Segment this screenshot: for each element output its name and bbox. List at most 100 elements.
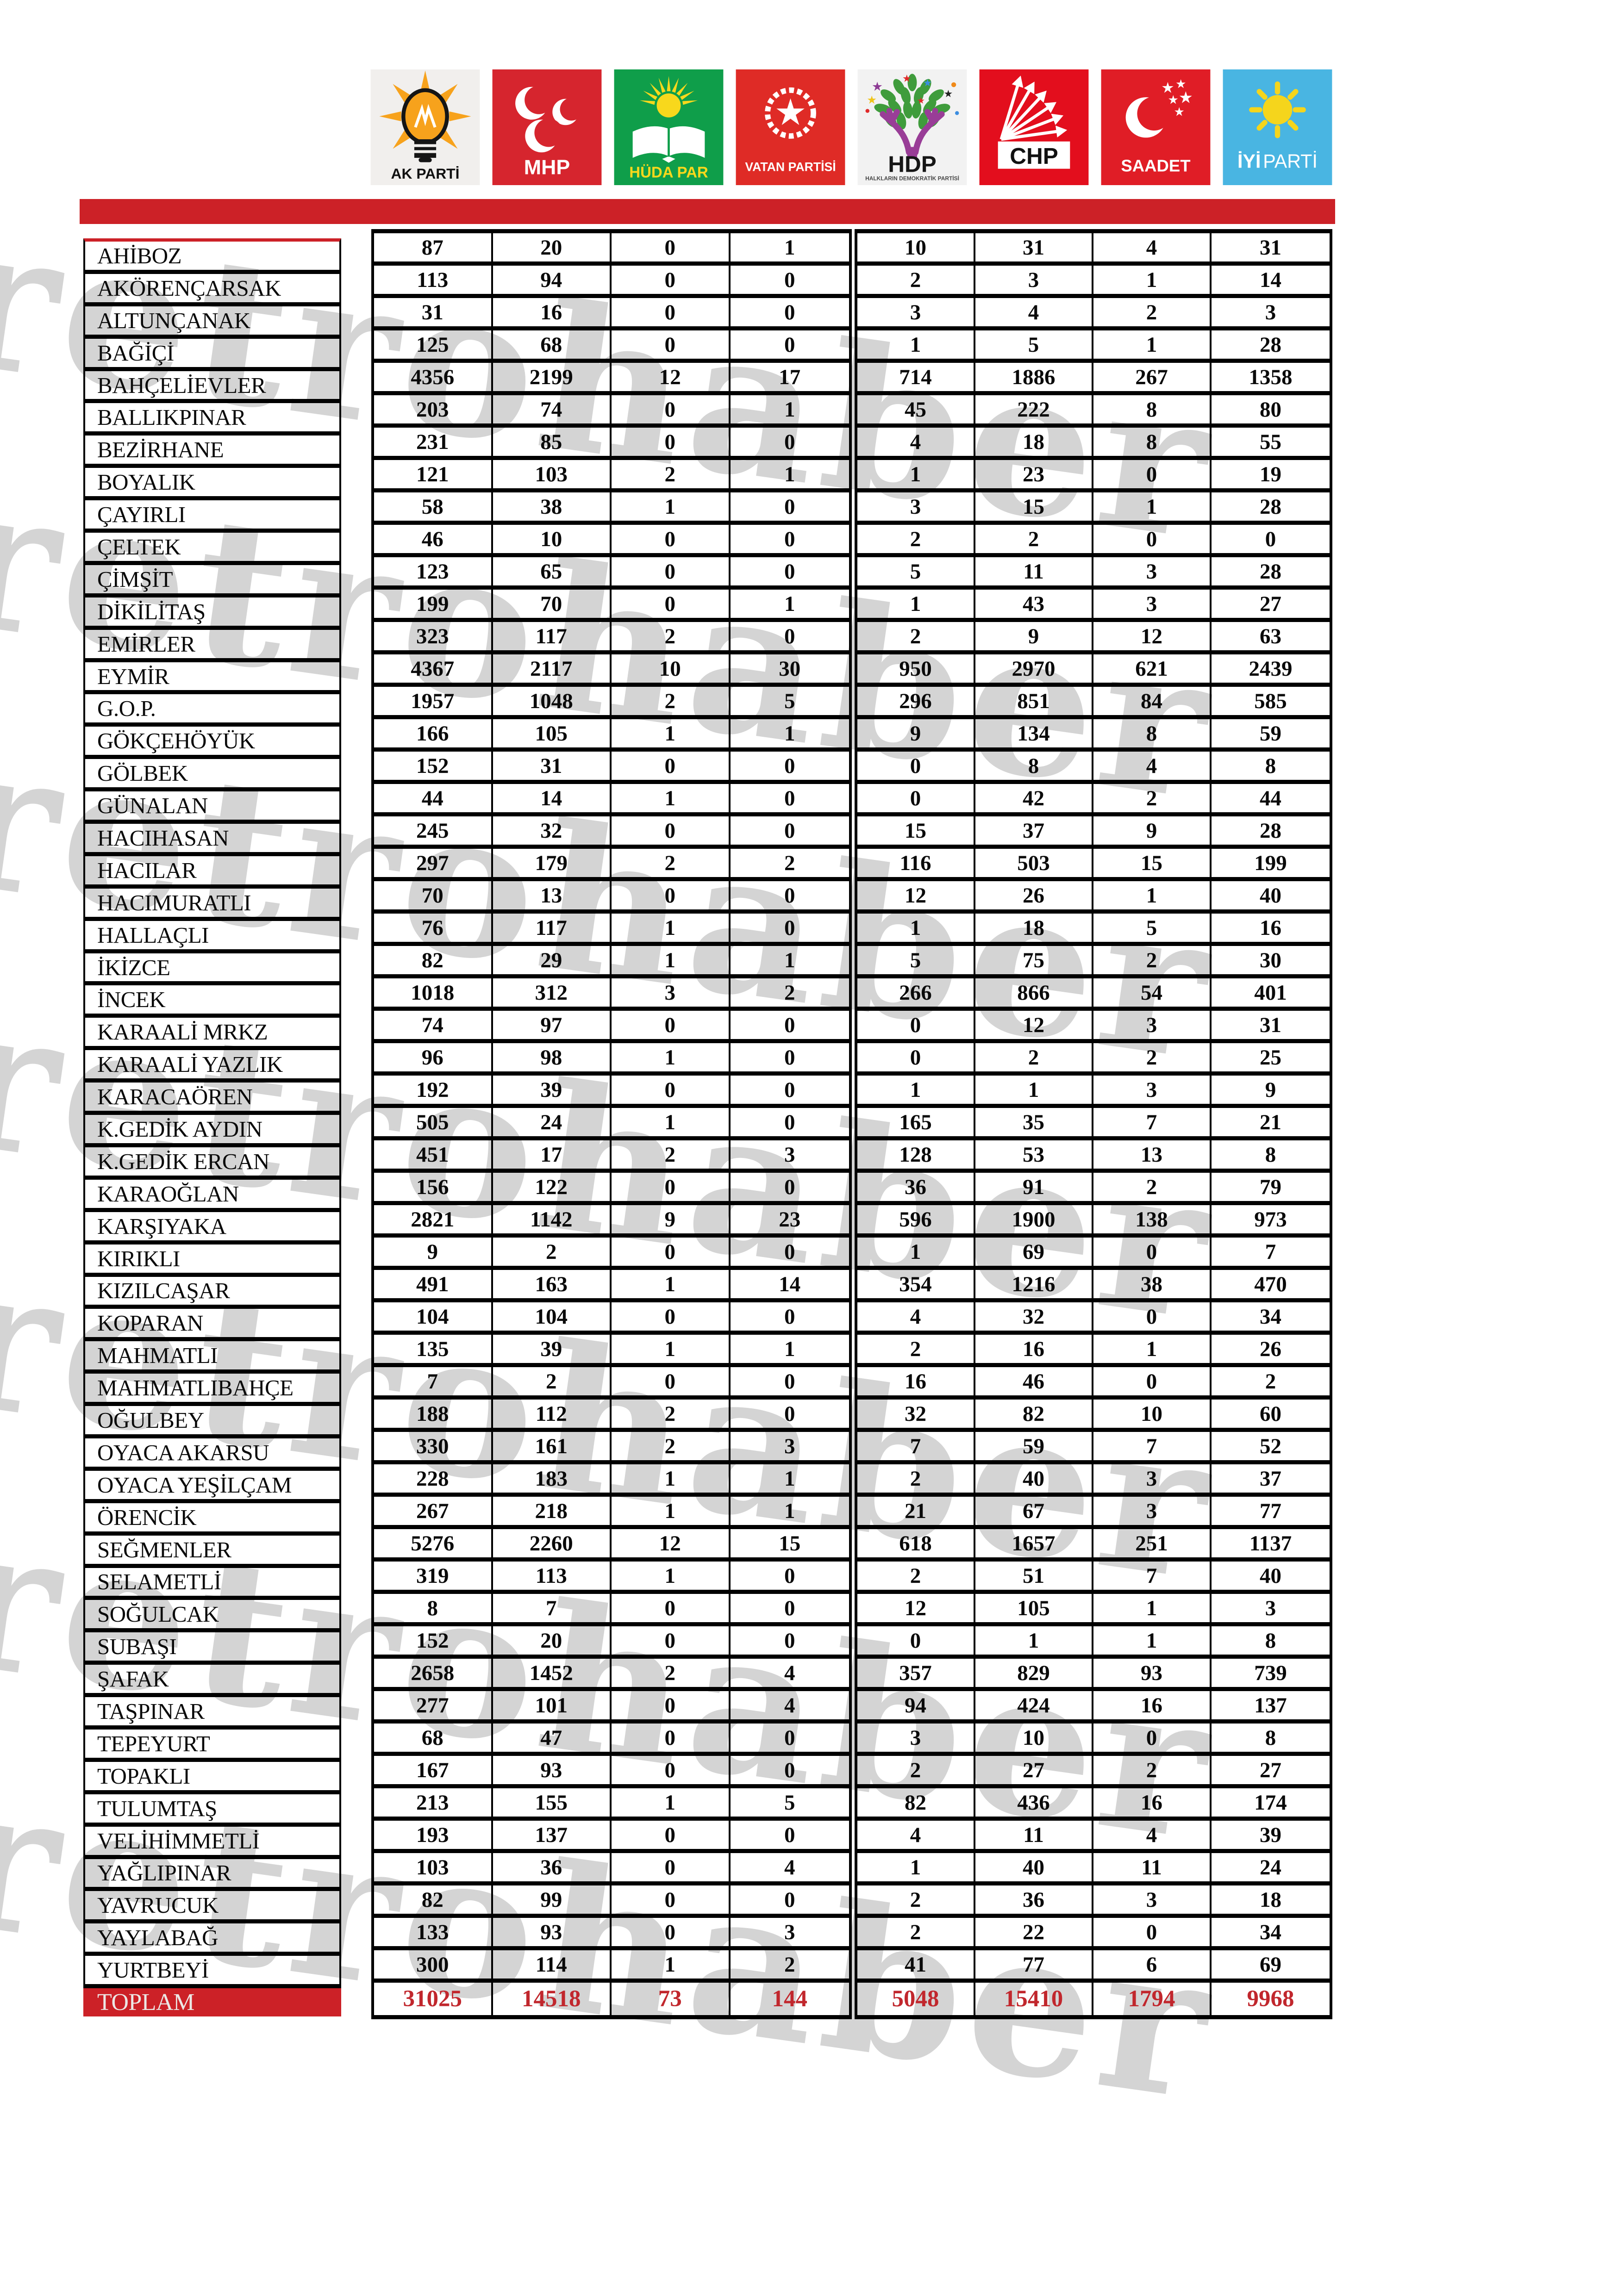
result-cell: 46: [975, 1367, 1093, 1400]
result-cell: 2: [1093, 298, 1212, 330]
result-cell: 85: [493, 428, 612, 460]
result-cell: 41: [857, 1950, 975, 1983]
result-cell: 59: [1212, 719, 1330, 752]
result-cell: 1: [857, 1238, 975, 1270]
result-cell: 2439: [1212, 654, 1330, 687]
result-cell: 0: [1093, 525, 1212, 557]
result-cell: 323: [374, 622, 493, 654]
result-cell: 2: [857, 1885, 975, 1918]
result-cell: 5: [857, 557, 975, 590]
result-cell: 96: [374, 1043, 493, 1076]
result-cell: 1657: [975, 1529, 1093, 1562]
hudapar-logo: HÜDA PAR: [614, 69, 724, 185]
result-cell: 3: [1093, 1011, 1212, 1043]
result-cell: 55: [1212, 428, 1330, 460]
district-label: SUBAŞI: [83, 1632, 341, 1665]
district-label: HALLAÇLI: [83, 921, 341, 953]
result-cell: 74: [374, 1011, 493, 1043]
result-cell: 28: [1212, 816, 1330, 849]
district-label: ÇİMŞİT: [83, 565, 341, 597]
result-cell: 1957: [374, 687, 493, 719]
result-cell: 2: [1093, 1756, 1212, 1788]
result-cell: 3: [1093, 1497, 1212, 1529]
result-cell: 0: [730, 1173, 849, 1205]
result-cell: 0: [730, 1594, 849, 1626]
result-cell: 1: [857, 1853, 975, 1885]
result-cell: 2: [1093, 1043, 1212, 1076]
result-cell: 0: [1093, 460, 1212, 492]
chp-six-arrows-icon: CHP: [979, 69, 1089, 185]
result-cell: 31: [1212, 233, 1330, 266]
result-cell: 28: [1212, 330, 1330, 363]
result-cell: 2658: [374, 1659, 493, 1691]
result-cell: 7: [1093, 1562, 1212, 1594]
result-cell: 188: [374, 1400, 493, 1432]
result-cell: 2970: [975, 654, 1093, 687]
district-label: KARŞIYAKA: [83, 1212, 341, 1244]
result-cell: 16: [1093, 1691, 1212, 1724]
result-cell: 82: [857, 1788, 975, 1821]
result-cell: 8: [374, 1594, 493, 1626]
total-row-label: TOPLAM: [83, 1988, 341, 2016]
result-cell: 2: [612, 622, 731, 654]
result-cell: 0: [612, 233, 731, 266]
result-cell: 5276: [374, 1529, 493, 1562]
district-label: TOPAKLI: [83, 1761, 341, 1794]
result-cell: 36: [857, 1173, 975, 1205]
result-cell: 43: [975, 590, 1093, 622]
result-cell: 3: [857, 1724, 975, 1756]
district-label: ALTUNÇANAK: [83, 306, 341, 339]
result-cell: 1: [612, 1788, 731, 1821]
district-label: KIRIKLI: [83, 1244, 341, 1277]
result-cell: 3: [612, 978, 731, 1011]
district-label: ÇELTEK: [83, 533, 341, 565]
mhp-label: MHP: [524, 156, 570, 179]
result-cell: 1048: [493, 687, 612, 719]
result-cell: 167: [374, 1756, 493, 1788]
result-cell: 12: [857, 881, 975, 914]
result-cell: 1018: [374, 978, 493, 1011]
result-cell: 77: [975, 1950, 1093, 1983]
result-cell: 199: [1212, 849, 1330, 881]
result-cell: 31: [493, 752, 612, 784]
district-label: GÖLBEK: [83, 759, 341, 792]
result-cell: 0: [612, 266, 731, 298]
result-cell: 213: [374, 1788, 493, 1821]
result-cell: 125: [374, 330, 493, 363]
result-cell: 277: [374, 1691, 493, 1724]
iyiparti-logo: İYİ PARTİ: [1223, 69, 1332, 185]
result-cell: 0: [730, 1885, 849, 1918]
result-cell: 0: [612, 1853, 731, 1885]
result-cell: 47: [493, 1724, 612, 1756]
result-cell: 1: [612, 784, 731, 816]
result-cell: 113: [374, 266, 493, 298]
result-cell: 105: [493, 719, 612, 752]
result-cell: 1: [612, 1108, 731, 1140]
svg-text:★: ★: [868, 95, 876, 106]
result-cell: 9: [374, 1238, 493, 1270]
result-cell: 0: [730, 1011, 849, 1043]
result-cell: 137: [493, 1821, 612, 1853]
result-cell: 16: [1093, 1788, 1212, 1821]
result-cell: 1: [1093, 1594, 1212, 1626]
result-cell: 40: [975, 1464, 1093, 1497]
hdp-logo: ★ ★ ★ ★ ★ ★ HDP HALKLARIN D: [857, 69, 967, 185]
result-cell: 596: [857, 1205, 975, 1238]
result-cell: 16: [975, 1335, 1093, 1367]
district-label: BAĞİÇİ: [83, 338, 341, 371]
result-cell: 0: [730, 1724, 849, 1756]
result-cell: 9: [1212, 1076, 1330, 1108]
result-cell: 0: [730, 557, 849, 590]
result-cell: 231: [374, 428, 493, 460]
result-cell: 13: [493, 881, 612, 914]
result-cell: 2: [857, 1756, 975, 1788]
result-cell: 973: [1212, 1205, 1330, 1238]
result-cell: 0: [1093, 1302, 1212, 1335]
result-cell: 21: [1212, 1108, 1330, 1140]
result-cell: 1: [730, 395, 849, 428]
result-cell: 104: [374, 1302, 493, 1335]
result-cell: 18: [975, 428, 1093, 460]
result-cell: 36: [493, 1853, 612, 1885]
result-cell: 2: [975, 525, 1093, 557]
result-cell: 4: [1093, 233, 1212, 266]
